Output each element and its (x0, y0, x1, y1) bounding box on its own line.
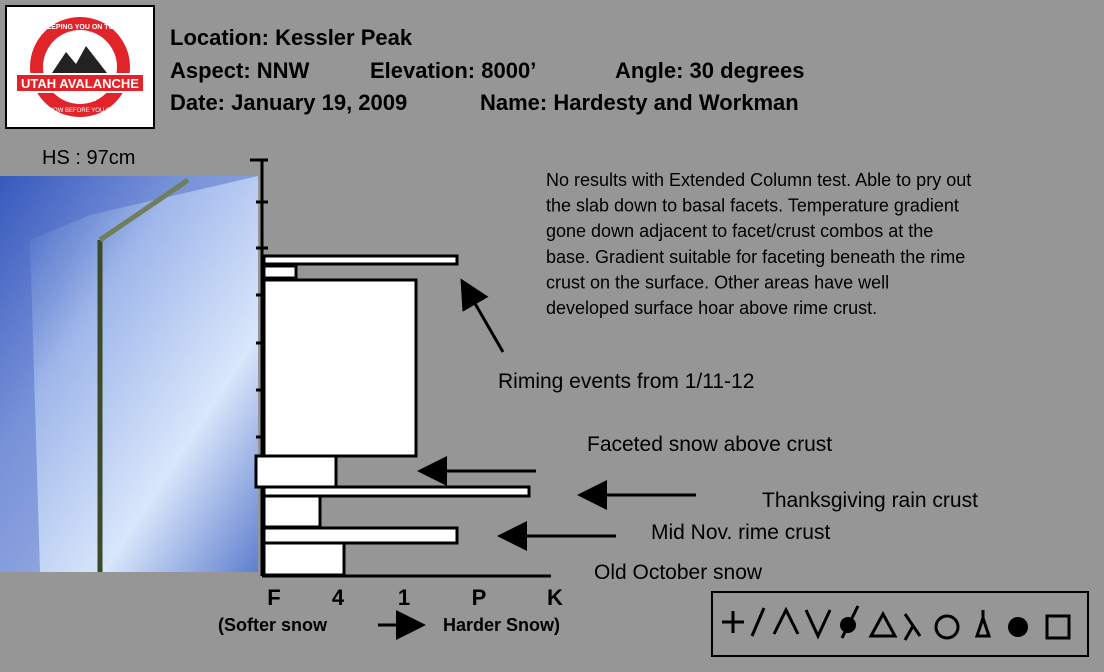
logo-main: UTAH AVALANCHE (21, 76, 139, 91)
layers (254, 254, 531, 577)
annotation: Thanksgiving rain crust (762, 489, 978, 512)
note-line: crust on the surface. Other areas have w… (546, 272, 889, 292)
annotation: Faceted snow above crust (587, 433, 832, 456)
note-line: No results with Extended Column test. Ab… (546, 170, 971, 190)
note-line: developed surface hoar above rime crust. (546, 298, 877, 318)
snow-height: HS : 97cm (42, 147, 135, 169)
arrows (378, 278, 696, 640)
logo-center: CENTER (64, 94, 97, 103)
note-line: base. Gradient suitable for faceting ben… (546, 247, 965, 267)
notes: No results with Extended Column test. Ab… (546, 170, 971, 318)
note-line: gone down adjacent to facet/crust combos… (546, 221, 933, 241)
harder-label: Harder Snow) (443, 615, 560, 635)
pit-photo (0, 176, 258, 572)
observers: Name: Hardesty and Workman (480, 90, 799, 115)
elevation: Elevation: 8000’ (370, 58, 536, 83)
softer-label: (Softer snow (218, 615, 328, 635)
hardness-label: 4 (332, 585, 345, 610)
annotation: Old October snow (594, 561, 763, 584)
annotation: Riming events from 1/11-12 (498, 370, 754, 393)
hardness-label: K (547, 585, 563, 610)
hardness-label: P (472, 585, 487, 610)
symbol-legend (711, 591, 1089, 657)
logo-top: KEEPING YOU ON TOP (41, 24, 118, 31)
angle: Angle: 30 degrees (615, 58, 805, 83)
logo: KEEPING YOU ON TOP UTAH AVALANCHE CENTER… (5, 5, 155, 129)
hardness-label: F (267, 585, 280, 610)
annotation: Mid Nov. rime crust (651, 521, 830, 544)
location: Location: Kessler Peak (170, 25, 413, 50)
logo-bottom: KNOW BEFORE YOU GO (45, 108, 116, 114)
note-line: the slab down to basal facets. Temperatu… (546, 196, 959, 216)
date: Date: January 19, 2009 (170, 90, 407, 115)
aspect: Aspect: NNW (170, 58, 310, 83)
hardness-label: 1 (398, 585, 410, 610)
